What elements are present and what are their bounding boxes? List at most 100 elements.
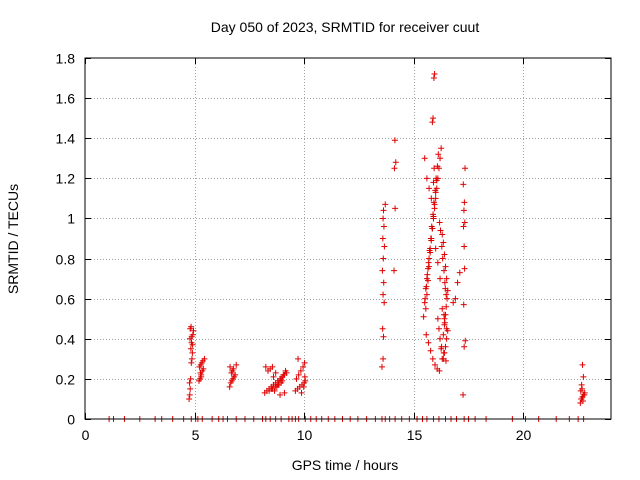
y-tick-label: 1 bbox=[67, 211, 75, 227]
data-point bbox=[460, 207, 467, 214]
data-point bbox=[278, 379, 285, 386]
data-point bbox=[186, 379, 193, 386]
data-point bbox=[378, 363, 385, 370]
data-point bbox=[461, 219, 468, 226]
data-point bbox=[581, 391, 588, 398]
data-point bbox=[439, 305, 446, 312]
data-point bbox=[186, 395, 193, 402]
data-point bbox=[269, 363, 276, 370]
data-point bbox=[381, 243, 388, 250]
data-point bbox=[454, 279, 461, 286]
data-point bbox=[425, 339, 432, 346]
data-point bbox=[280, 371, 287, 378]
data-point bbox=[272, 369, 279, 376]
data-point bbox=[443, 291, 450, 298]
data-point bbox=[380, 355, 387, 362]
data-point bbox=[461, 199, 468, 206]
data-point bbox=[435, 325, 442, 332]
data-point bbox=[450, 299, 457, 306]
data-point bbox=[430, 215, 437, 222]
data-point bbox=[441, 349, 448, 356]
data-point bbox=[379, 325, 386, 332]
data-point bbox=[198, 373, 205, 380]
data-point bbox=[232, 371, 239, 378]
data-point bbox=[461, 343, 468, 350]
data-point bbox=[277, 391, 284, 398]
data-point bbox=[443, 335, 450, 342]
data-point bbox=[427, 249, 434, 256]
y-tick-label: 1.8 bbox=[56, 51, 76, 67]
data-point bbox=[437, 155, 444, 162]
data-point bbox=[293, 375, 300, 382]
data-point bbox=[266, 387, 273, 394]
data-point bbox=[380, 207, 387, 214]
data-point bbox=[462, 165, 469, 172]
data-point bbox=[430, 115, 437, 122]
chart-title: Day 050 of 2023, SRMTID for receiver cuu… bbox=[211, 19, 480, 35]
data-point bbox=[440, 355, 447, 362]
data-point bbox=[300, 363, 307, 370]
data-point bbox=[434, 259, 441, 266]
data-point bbox=[430, 75, 437, 82]
data-point bbox=[434, 163, 441, 170]
data-point bbox=[380, 255, 387, 262]
y-tick-label: 1.4 bbox=[56, 131, 76, 147]
data-point bbox=[424, 271, 431, 278]
data-point bbox=[428, 237, 435, 244]
data-point bbox=[439, 231, 446, 238]
data-point bbox=[434, 315, 441, 322]
data-point bbox=[262, 363, 269, 370]
data-point bbox=[380, 291, 387, 298]
data-point bbox=[427, 347, 434, 354]
data-point bbox=[392, 205, 399, 212]
data-point bbox=[441, 319, 448, 326]
data-point bbox=[197, 369, 204, 376]
x-axis-label: GPS time / hours bbox=[292, 457, 399, 473]
data-point bbox=[423, 291, 430, 298]
y-tick-label: 1.2 bbox=[56, 171, 76, 187]
data-point bbox=[438, 145, 445, 152]
y-axis: 0 0.2 0.4 0.6 0.8 1 1.2 1.4 1.6 1.8 bbox=[56, 51, 611, 428]
data-point bbox=[461, 265, 468, 272]
data-point bbox=[282, 367, 289, 374]
data-point bbox=[429, 119, 436, 126]
data-point bbox=[295, 371, 302, 378]
data-point bbox=[428, 195, 435, 202]
data-point bbox=[433, 177, 440, 184]
data-point bbox=[380, 279, 387, 286]
data-point bbox=[440, 331, 447, 338]
x-tick-label: 0 bbox=[82, 427, 90, 443]
data-point bbox=[444, 295, 451, 302]
data-point bbox=[432, 245, 439, 252]
data-point bbox=[423, 331, 430, 338]
data-point bbox=[442, 263, 449, 270]
data-point bbox=[272, 383, 279, 390]
data-point bbox=[233, 361, 240, 368]
data-point bbox=[421, 155, 428, 162]
y-tick-label: 0.8 bbox=[56, 252, 76, 268]
x-tick-label: 15 bbox=[407, 427, 423, 443]
data-point bbox=[380, 223, 387, 230]
data-points bbox=[106, 71, 588, 422]
y-axis-label: SRMTID / TECUs bbox=[5, 184, 21, 294]
data-point bbox=[436, 219, 443, 226]
data-point bbox=[187, 345, 194, 352]
y-tick-label: 1.6 bbox=[56, 91, 76, 107]
data-point bbox=[422, 295, 429, 302]
data-point bbox=[441, 251, 448, 258]
x-tick-label: 10 bbox=[297, 427, 313, 443]
data-point bbox=[443, 275, 450, 282]
plot-frame bbox=[84, 57, 612, 420]
data-point bbox=[440, 311, 447, 318]
data-point bbox=[379, 267, 386, 274]
data-point bbox=[429, 225, 436, 232]
data-point bbox=[440, 239, 447, 246]
data-point bbox=[270, 373, 277, 380]
data-point bbox=[379, 235, 386, 242]
data-point bbox=[382, 201, 389, 208]
data-point bbox=[431, 165, 438, 172]
data-point bbox=[188, 355, 195, 362]
data-point bbox=[423, 283, 430, 290]
data-point bbox=[578, 381, 585, 388]
